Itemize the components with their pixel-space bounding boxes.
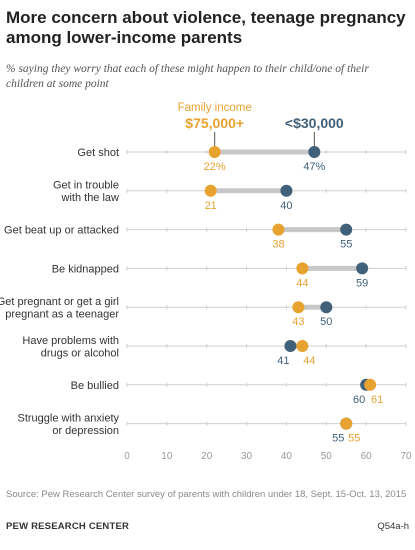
value-label-75k-plus: 43 [292,316,304,328]
dot-75k-plus [292,301,305,314]
value-label-under-30k: 59 [356,277,368,289]
x-tick-label: 70 [400,451,412,462]
value-label-under-30k: 55 [332,433,344,445]
x-tick-label: 10 [161,451,173,462]
value-label-75k-plus: 55 [348,433,360,445]
category-label: Be kidnapped [52,263,119,275]
value-label-75k-plus: 21 [205,200,217,212]
dot-under-30k [280,184,293,197]
legend-label-under-30k: <$30,000 [285,115,344,131]
category-label: Get in trouble with the law [53,180,119,205]
chart-title: More concern about violence, teenage pre… [6,8,406,47]
category-label: Struggle with anxiety or depression [18,412,120,437]
dot-75k-plus [296,340,309,352]
dot-75k-plus [340,417,353,430]
x-tick-label: 40 [281,451,293,462]
dot-75k-plus [364,378,377,391]
dot-under-30k [340,223,353,236]
dot-under-30k [320,301,333,314]
x-tick-label: 20 [201,451,213,462]
x-tick-label: 0 [124,451,130,462]
question-code: Q54a-h [377,521,409,532]
legend-label-75k-plus: $75,000+ [185,115,244,131]
category-label: Be bullied [71,380,119,392]
value-label-under-30k: 55 [340,239,352,251]
dot-75k-plus [204,184,217,197]
dot-under-30k [284,340,297,352]
category-label: Get shot [77,147,119,159]
value-label-75k-plus: 44 [303,355,315,367]
value-label-under-30k: 47% [303,161,325,173]
dot-under-30k [356,262,369,275]
dot-under-30k [308,146,321,158]
value-label-75k-plus: 22% [204,161,226,173]
dot-75k-plus [208,146,221,158]
value-label-75k-plus: 38 [272,239,284,251]
value-label-under-30k: 60 [353,394,365,406]
value-label-under-30k: 41 [277,355,289,367]
footer-org: PEW RESEARCH CENTER [6,521,130,532]
value-label-75k-plus: 44 [296,277,308,289]
x-tick-label: 60 [361,451,373,462]
value-label-under-30k: 40 [280,200,292,212]
value-label-75k-plus: 61 [371,394,383,406]
source-note: Source: Pew Research Center survey of pa… [6,489,407,500]
legend-header: Family income [178,102,252,114]
dot-75k-plus [272,223,285,236]
x-tick-label: 50 [321,451,333,462]
dot-plot: Get shot 47% 22% Get in trouble with the law… [0,102,412,462]
chart-subtitle: % saying they worry that each of these m… [6,63,369,90]
dot-75k-plus [296,262,309,275]
category-label: Get pregnant or get a girl pregnant as a … [0,296,119,321]
value-label-under-30k: 50 [320,316,332,328]
x-tick-label: 30 [241,451,253,462]
category-label: Get beat up or attacked [4,225,119,237]
category-label: Have problems with drugs or alcohol [22,335,119,360]
